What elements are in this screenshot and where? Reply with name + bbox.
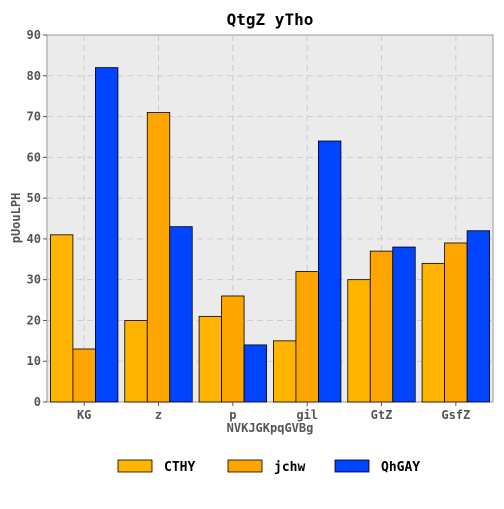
bar-QhGAY-p — [243, 344, 267, 403]
legend: CTHY jchw QhGAY — [117, 459, 420, 475]
legend-item-QhGAY: QhGAY — [334, 459, 420, 475]
bar-QhGAY-GtZ — [392, 246, 416, 403]
bar-jchw-z — [146, 112, 171, 403]
plot-area — [46, 34, 494, 403]
legend-label: QhGAY — [381, 460, 420, 475]
y-axis-label: pUouLPH — [9, 193, 23, 244]
bar-jchw-gil — [295, 271, 319, 403]
y-tick-label: 80 — [27, 69, 41, 83]
bar-jchw-KG — [72, 348, 96, 403]
y-tick-label: 60 — [27, 150, 41, 164]
legend-label: jchw — [274, 460, 305, 475]
legend-item-CTHY: CTHY — [117, 459, 195, 475]
y-axis-ticks: 0 10 20 30 40 50 60 70 80 90 — [27, 28, 47, 409]
bar-CTHY-p — [198, 315, 222, 403]
bar-QhGAY-gil — [318, 140, 342, 403]
bar-jchw-p — [221, 295, 245, 403]
x-tick-label: GtZ — [371, 408, 393, 422]
chart-title: QtgZ yTho — [227, 10, 314, 29]
legend-swatch — [117, 459, 153, 473]
bar-CTHY-gil — [273, 340, 297, 403]
x-tick-label: p — [229, 408, 236, 422]
y-tick-label: 0 — [34, 395, 41, 409]
bar-CTHY-GsfZ — [421, 262, 445, 403]
bar-CTHY-z — [124, 320, 148, 403]
x-tick-label: z — [155, 408, 162, 422]
y-tick-label: 90 — [27, 28, 41, 42]
bar-CTHY-KG — [50, 234, 74, 403]
y-tick-label: 70 — [27, 110, 41, 124]
legend-label: CTHY — [164, 460, 195, 475]
bar-QhGAY-GsfZ — [466, 230, 490, 403]
legend-swatch — [227, 459, 263, 473]
x-axis-label: NVKJGKpqGVBg — [227, 421, 314, 435]
legend-item-jchw: jchw — [227, 459, 305, 475]
x-axis-ticks: KG z p gil GtZ GsfZ — [77, 402, 470, 422]
y-tick-label: 10 — [27, 354, 41, 368]
y-tick-label: 20 — [27, 313, 41, 327]
x-tick-label: GsfZ — [441, 408, 470, 422]
bar-jchw-GtZ — [369, 250, 394, 403]
legend-swatch — [334, 459, 370, 473]
x-tick-label: gil — [296, 408, 318, 422]
bar-jchw-GsfZ — [444, 242, 468, 403]
bar-QhGAY-KG — [95, 67, 119, 403]
x-tick-label: KG — [77, 408, 91, 422]
bar-CTHY-GtZ — [347, 279, 371, 403]
y-tick-label: 40 — [27, 232, 41, 246]
y-tick-label: 50 — [27, 191, 41, 205]
bars-group — [50, 67, 490, 403]
y-tick-label: 30 — [27, 273, 41, 287]
bar-QhGAY-z — [169, 226, 193, 403]
